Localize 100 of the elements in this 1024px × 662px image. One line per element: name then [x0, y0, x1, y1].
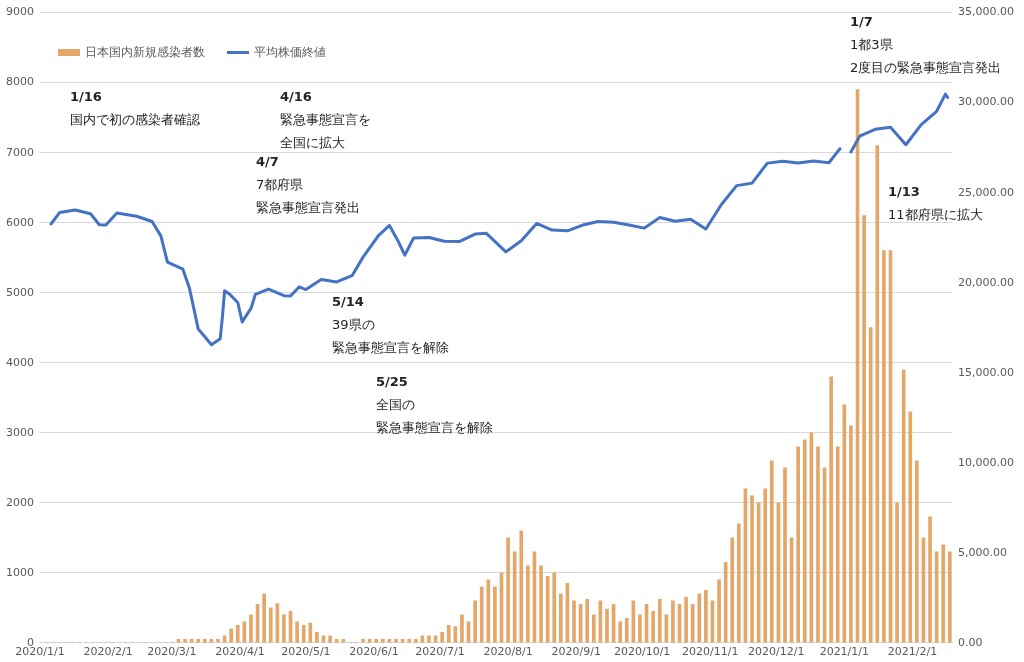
- annotation: 1/13: [888, 183, 920, 201]
- bar: [486, 579, 491, 643]
- bar: [460, 614, 464, 643]
- annotation: 緊急事態宣言を解除: [376, 419, 493, 437]
- bar: [704, 589, 708, 643]
- bar: [479, 586, 484, 643]
- bar: [717, 579, 721, 643]
- x-tick-label: 2021/2/1: [887, 645, 938, 659]
- bar: [413, 638, 418, 643]
- bar: [651, 610, 655, 643]
- bar: [526, 565, 530, 643]
- bar: [802, 439, 807, 643]
- bar: [882, 250, 886, 643]
- bar: [763, 488, 768, 643]
- y2-tick-label: 5,000.00: [958, 545, 1007, 559]
- bar: [315, 631, 319, 643]
- bar: [473, 600, 477, 643]
- bar: [407, 638, 412, 643]
- annotation: 5/25: [376, 373, 408, 391]
- bar: [690, 603, 695, 643]
- legend-label: 日本国内新規感染者数: [85, 44, 205, 61]
- bar: [427, 635, 431, 643]
- bar: [671, 600, 675, 643]
- annotation: 2度目の緊急事態宣言発出: [850, 59, 1002, 77]
- bar: [783, 467, 787, 643]
- bar: [605, 608, 609, 643]
- bar: [295, 621, 299, 643]
- bar: [928, 516, 932, 643]
- annotation: 1/16: [70, 88, 102, 106]
- bar: [835, 446, 840, 643]
- bar: [512, 551, 517, 643]
- y2-tick-label: 15,000.00: [958, 365, 1014, 379]
- bar: [862, 215, 866, 643]
- bar: [374, 638, 379, 643]
- x-tick-label: 2020/11/1: [682, 645, 739, 659]
- bar: [908, 411, 913, 643]
- y2-tick-label: 0.00: [958, 635, 983, 649]
- bar: [446, 624, 451, 643]
- bar: [249, 614, 253, 643]
- y2-tick-label: 10,000.00: [958, 455, 1014, 469]
- bar: [301, 624, 306, 643]
- bar: [235, 624, 240, 643]
- bar: [282, 614, 286, 643]
- bar: [849, 425, 853, 643]
- x-tick-label: 2020/8/1: [483, 645, 533, 659]
- annotation: 緊急事態宣言発出: [256, 199, 360, 217]
- bar: [829, 376, 833, 643]
- bar: [730, 537, 735, 643]
- bar: [750, 495, 754, 643]
- y-tick-label: 2000: [5, 495, 34, 509]
- x-tick-label: 2021/1/1: [819, 645, 870, 659]
- annotation: 緊急事態宣言を: [280, 111, 371, 129]
- bar: [585, 599, 590, 643]
- bar: [618, 621, 622, 643]
- bar: [947, 551, 952, 643]
- y-tick-label: 4000: [5, 355, 34, 369]
- bar: [638, 614, 642, 643]
- bar: [816, 446, 820, 643]
- x-tick-label: 2020/3/1: [147, 645, 197, 659]
- bar: [737, 523, 741, 643]
- x-tick-label: 2020/5/1: [281, 645, 331, 659]
- annotation: 全国に拡大: [280, 134, 345, 152]
- bar: [202, 638, 207, 643]
- bar: [664, 614, 669, 643]
- bar: [183, 638, 187, 643]
- y-tick-label: 8000: [5, 75, 34, 89]
- y-tick-label: 6000: [5, 215, 34, 229]
- annotation: 7都府県: [256, 176, 304, 194]
- bar: [552, 572, 557, 643]
- x-tick-label: 2020/2/1: [83, 645, 133, 659]
- bar: [268, 607, 273, 643]
- bar: [216, 638, 220, 643]
- x-tick-label: 2020/10/1: [613, 645, 671, 659]
- bar: [539, 565, 543, 643]
- bar: [697, 593, 702, 643]
- annotation: 1/7: [850, 13, 873, 31]
- y-tick-label: 7000: [5, 145, 34, 159]
- bar: [657, 599, 662, 643]
- bar: [868, 327, 873, 643]
- bar: [915, 460, 919, 643]
- bar: [941, 544, 946, 643]
- legend-label: 平均株価終値: [254, 44, 326, 61]
- bar: [769, 460, 774, 643]
- bar: [341, 638, 346, 643]
- annotation: 国内で初の感染者確認: [70, 111, 200, 129]
- y2-tick-label: 30,000.00: [958, 95, 1014, 109]
- bar: [572, 600, 576, 643]
- x-tick-label: 2020/12/1: [748, 645, 805, 659]
- y-tick-label: 5000: [5, 285, 34, 299]
- bar: [684, 596, 688, 643]
- y-tick-label: 9000: [5, 5, 34, 19]
- annotation: 39県の: [332, 316, 375, 334]
- bar: [519, 530, 524, 643]
- bar: [229, 628, 234, 643]
- annotation: 全国の: [376, 396, 415, 414]
- bar: [796, 446, 801, 643]
- bar: [493, 586, 497, 643]
- bar: [196, 638, 201, 643]
- y-tick-label: 3000: [5, 425, 34, 439]
- x-tick-label: 2020/6/1: [349, 645, 399, 659]
